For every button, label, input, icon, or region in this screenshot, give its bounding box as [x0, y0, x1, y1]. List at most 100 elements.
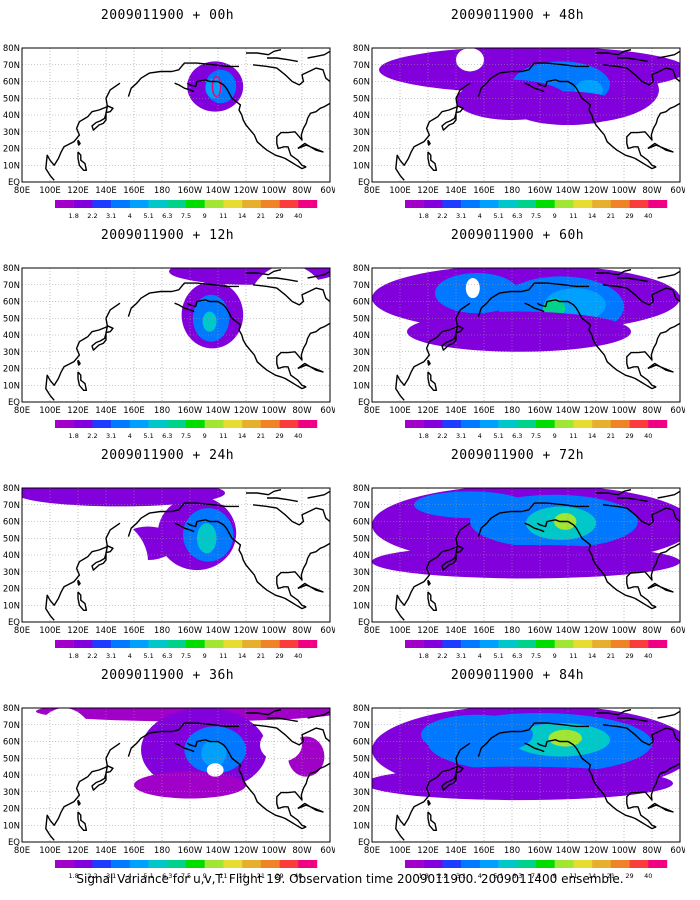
lat-tick-label: 70N — [3, 721, 20, 731]
lat-tick-label: 60N — [353, 738, 370, 748]
colorbar-swatch — [423, 420, 443, 428]
colorbar: 1.8 2.2 3.1 4 5.1 6.3 7.5 9 11 14 21 29 40 — [405, 860, 668, 880]
colorbar-swatch — [55, 200, 74, 208]
colorbar-swatch — [242, 860, 262, 868]
lon-tick-label: 80E — [364, 186, 380, 196]
colorbar-swatch — [517, 640, 537, 648]
coastline — [596, 269, 632, 276]
lat-tick-label: 70N — [3, 61, 20, 71]
coastline — [626, 322, 680, 388]
colorbar-label: 5.1 — [143, 872, 153, 880]
coastline — [524, 302, 545, 313]
coastline — [267, 57, 298, 63]
colorbar-label: 29 — [275, 872, 283, 880]
lat-tick-label: 50N — [3, 754, 20, 764]
colorbar-swatch — [111, 200, 131, 208]
lon-tick-label: 120E — [67, 626, 89, 636]
colorbar-label: 1.8 — [69, 872, 79, 880]
colorbar-swatch — [629, 200, 649, 208]
colorbar-swatch — [405, 200, 424, 208]
colorbar-label: 21 — [257, 652, 265, 660]
colorbar-swatch — [610, 200, 630, 208]
variance-area — [197, 523, 217, 554]
colorbar-label: 40 — [644, 432, 652, 440]
lon-tick-label: 100E — [389, 846, 411, 856]
coastline — [602, 64, 680, 86]
lon-tick-label: 100E — [39, 406, 61, 416]
colorbar-label: 3.1 — [106, 212, 116, 220]
lon-tick-label: 120W — [234, 626, 259, 636]
colorbar-swatch — [498, 860, 518, 868]
lon-tick-label: 140W — [206, 846, 231, 856]
colorbar-label: 4 — [128, 872, 132, 880]
colorbar-label: 9 — [553, 432, 557, 440]
colorbar-label: 3.1 — [456, 432, 466, 440]
lat-tick-label: 10N — [3, 601, 20, 611]
lon-tick-label: 180 — [154, 186, 170, 196]
coastline — [297, 582, 324, 593]
lat-tick-label: 70N — [353, 281, 370, 291]
colorbar-label: 14 — [238, 872, 246, 880]
coastline — [127, 282, 239, 317]
panel-title: 2009011900 + 48h — [450, 8, 585, 23]
coastline — [45, 82, 121, 181]
lon-tick-label: 140E — [445, 186, 467, 196]
lon-tick-label: 80W — [292, 186, 312, 196]
colorbar-label: 11 — [219, 872, 227, 880]
colorbar-swatch — [167, 420, 187, 428]
colorbar-label: 21 — [607, 432, 615, 440]
lat-tick-label: 50N — [3, 94, 20, 104]
colorbar-label: 21 — [257, 212, 265, 220]
coastline — [307, 710, 330, 719]
lon-tick-label: 80E — [364, 406, 380, 416]
lat-tick-label: 60N — [353, 298, 370, 308]
coastline — [602, 504, 680, 526]
coastline — [657, 50, 680, 59]
coastline — [246, 269, 282, 276]
coastline — [91, 765, 114, 791]
lon-tick-label: 100W — [262, 186, 287, 196]
colorbar-label: 7.5 — [181, 432, 191, 440]
colorbar-swatch — [129, 860, 149, 868]
lon-tick-label: 140W — [206, 626, 231, 636]
colorbar-label: 29 — [275, 432, 283, 440]
coastline — [395, 302, 471, 401]
lat-tick-label: 40N — [353, 771, 370, 781]
colorbar-label: 5.1 — [143, 212, 153, 220]
panel-title: 2009011900 + 24h — [100, 448, 235, 463]
colorbar-label: 11 — [569, 652, 577, 660]
colorbar-label: 1.8 — [69, 652, 79, 660]
lat-tick-label: 70N — [353, 721, 370, 731]
map-panel: 2009011900 + 36h 80N 70N 60N 50N 40N 30N 20N 10N… — [0, 668, 335, 880]
lon-tick-label: 120E — [417, 406, 439, 416]
lon-tick-label: 160E — [473, 846, 495, 856]
variance-area — [372, 544, 680, 579]
colorbar-swatch — [405, 860, 424, 868]
colorbar-swatch — [73, 420, 93, 428]
colorbar-label: 1.8 — [419, 652, 429, 660]
colorbar-swatch — [55, 860, 74, 868]
colorbar-label: 7.5 — [181, 212, 191, 220]
colorbar-swatch — [148, 860, 168, 868]
map-panel: 2009011900 + 72h 80N 70N 60N 50N 40N 30N 20N 10N… — [350, 448, 685, 660]
lat-tick-label: 70N — [3, 501, 20, 511]
lon-tick-label: 100E — [389, 186, 411, 196]
colorbar-swatch — [242, 640, 262, 648]
coastline — [252, 504, 330, 526]
colorbar-swatch — [648, 420, 668, 428]
lat-tick-label: 30N — [3, 348, 20, 358]
lon-tick-label: 80W — [292, 406, 312, 416]
colorbar-swatch — [648, 640, 668, 648]
lon-tick-label: 140W — [556, 846, 581, 856]
colorbar-swatch — [298, 860, 318, 868]
lat-tick-label: 70N — [3, 281, 20, 291]
colorbar-swatch — [479, 860, 499, 868]
colorbar-label: 6.3 — [162, 212, 172, 220]
colorbar: 1.8 2.2 3.1 4 5.1 6.3 7.5 9 11 14 21 29 40 — [405, 200, 668, 220]
colorbar-label: 3.1 — [456, 212, 466, 220]
coastline — [626, 762, 680, 828]
lon-tick-label: 160W — [178, 186, 203, 196]
coastline — [77, 151, 88, 171]
lat-tick-label: 20N — [353, 805, 370, 815]
